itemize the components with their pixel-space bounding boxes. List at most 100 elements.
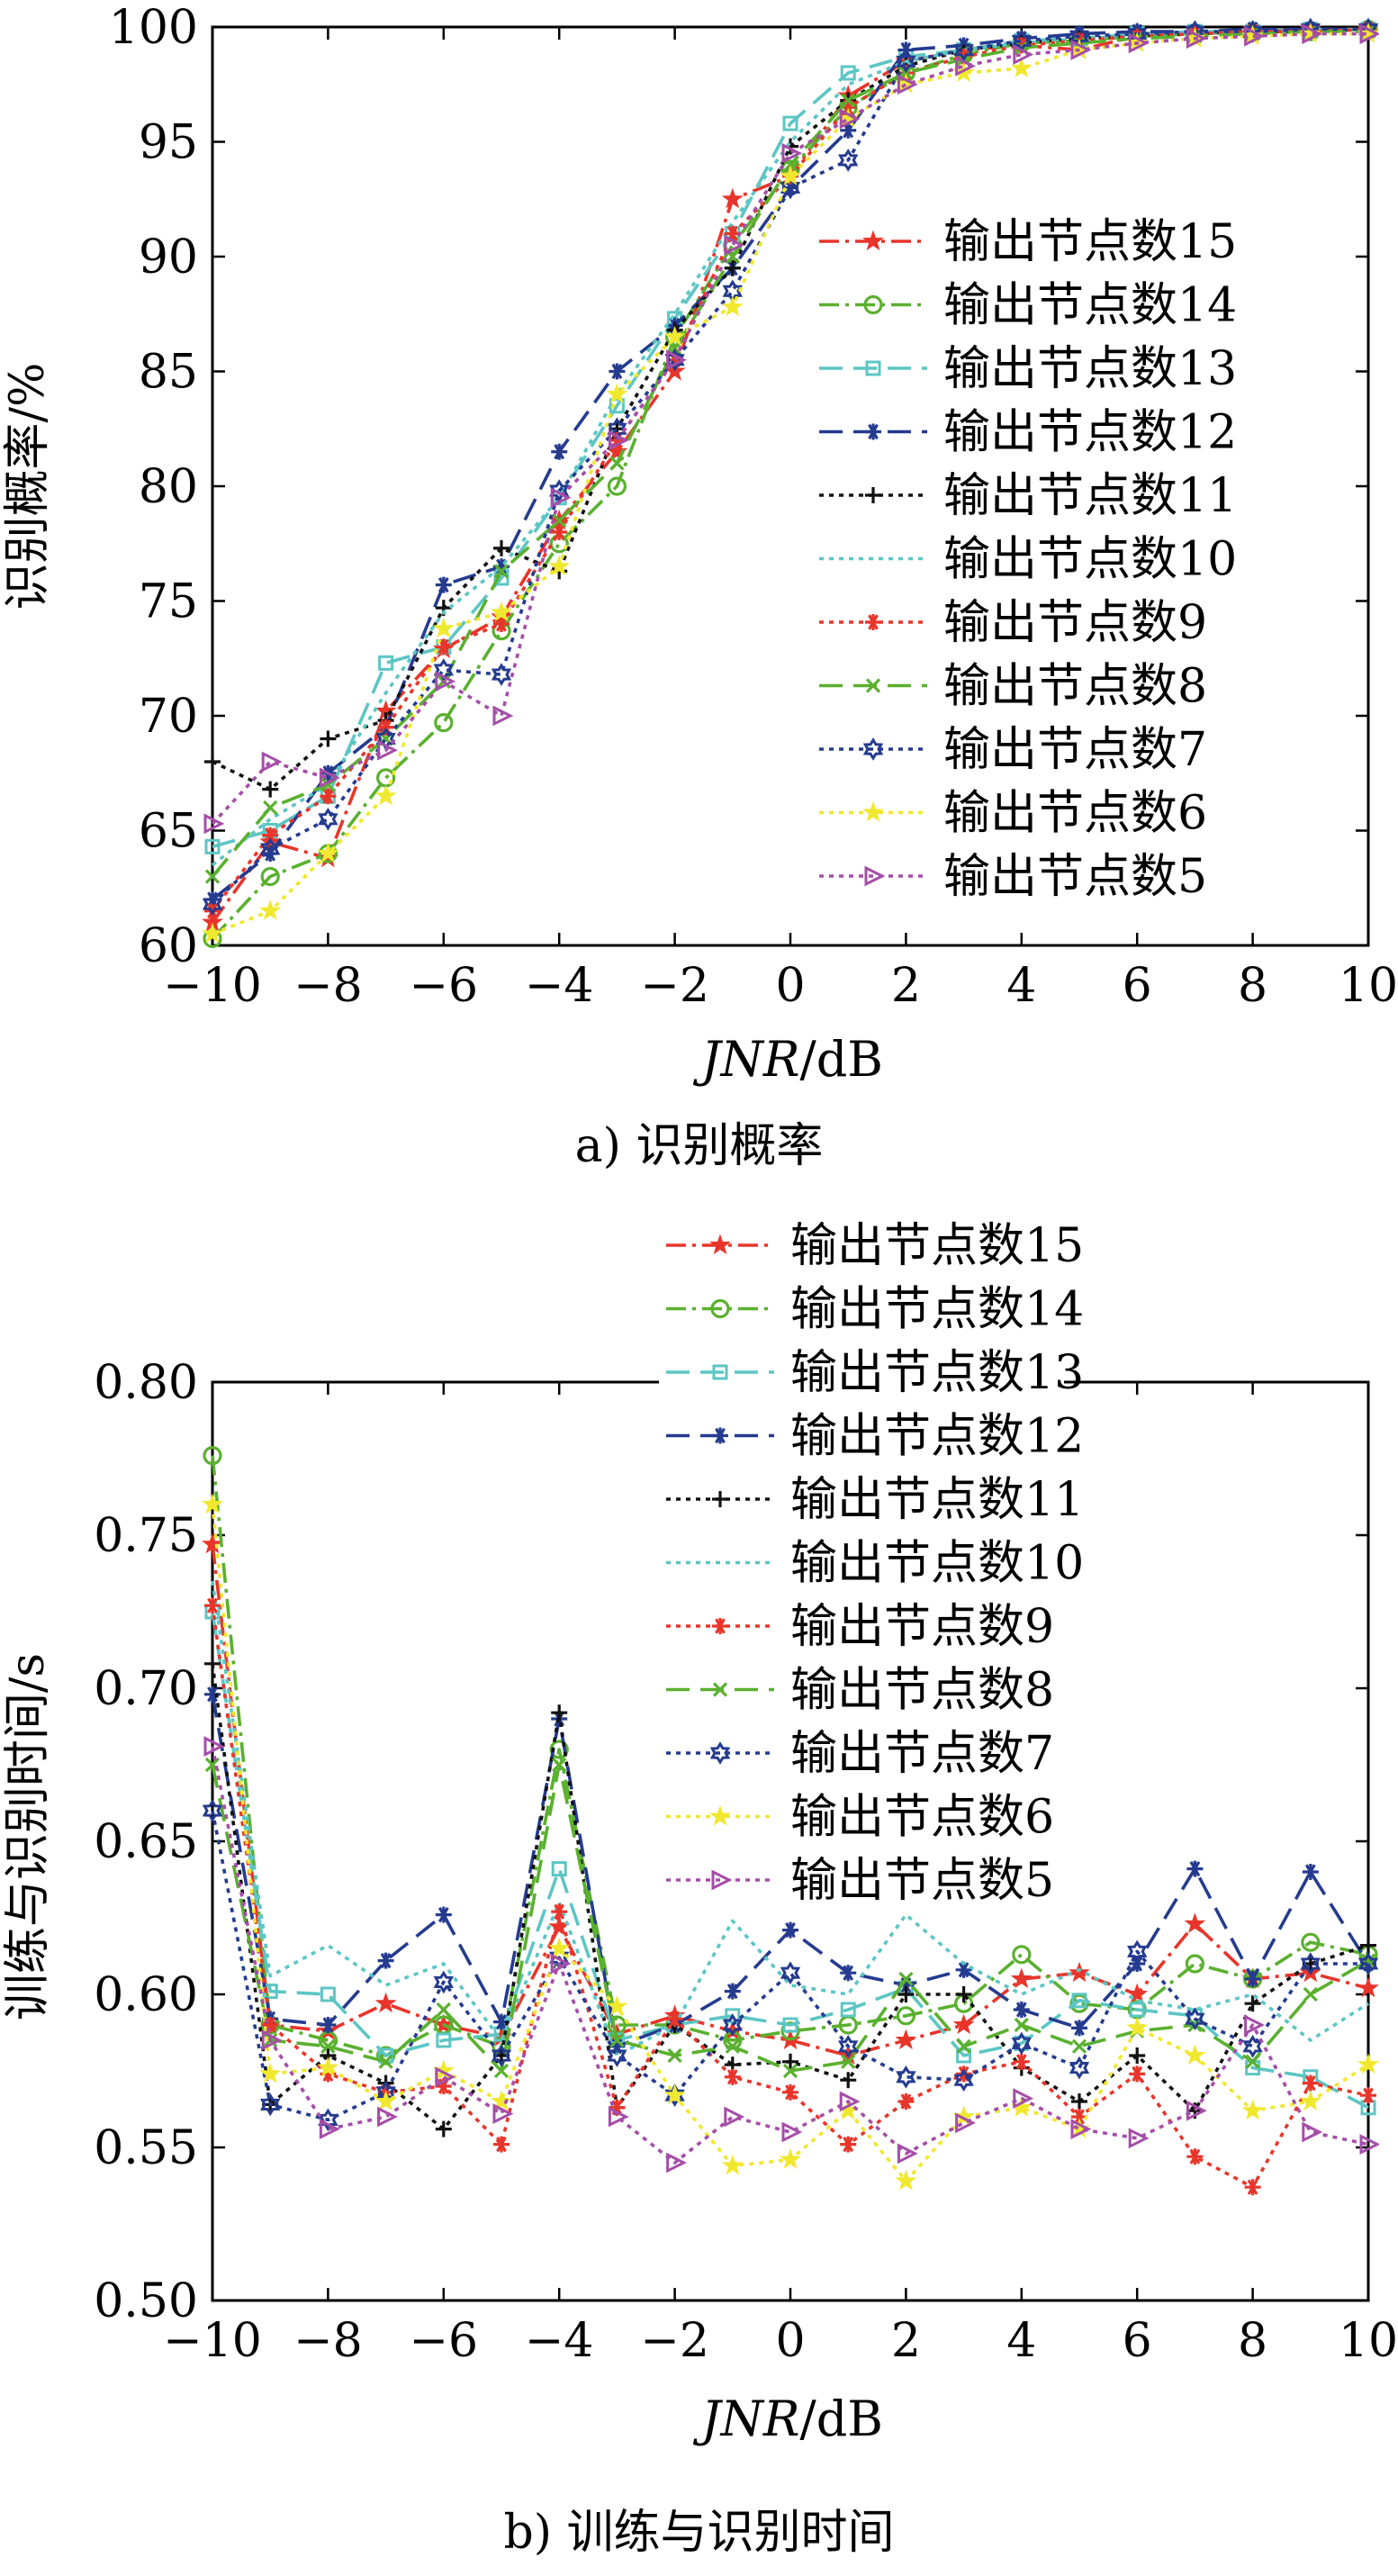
data-point [956,2038,971,2054]
data-point [608,429,629,451]
data-point [1245,2054,1260,2069]
data-point [202,1799,223,1822]
data-point [609,2032,625,2048]
legend-bg [812,656,1217,715]
legend-marker [863,294,883,315]
data-point [782,2053,798,2070]
data-point [1303,1986,1318,2002]
data-point [319,767,340,789]
data-point [491,2044,512,2067]
legend-item: 输出节点数7 [659,1724,1064,1782]
legend-bg [659,1660,1064,1719]
legend-label: 输出节点数13 [943,342,1237,396]
data-point [436,2002,451,2018]
data-point [493,2136,510,2153]
data-point [1070,2119,1092,2140]
data-point [898,1971,914,1987]
data-point [663,2083,686,2105]
data-point [897,1986,915,2002]
legend-item: 输出节点数7 [812,720,1217,778]
data-point [725,2008,741,2024]
data-point [666,2011,683,2028]
data-point [318,807,338,831]
data-point [956,2047,972,2064]
x-tick-label: −8 [293,959,363,1013]
y-tick-label: 0.60 [94,1968,198,2022]
x-tick-label: −10 [163,2314,262,2368]
data-point [724,1983,741,2000]
series-10 [202,1493,1379,2191]
data-point [1013,2088,1034,2110]
data-point [374,784,397,806]
data-point [666,2152,687,2174]
data-point [725,2038,740,2054]
data-point [1071,2020,1087,2037]
data-point [433,1970,454,1994]
data-point [1299,2090,1321,2111]
y-tick-label: 0.55 [94,2121,198,2175]
x-tick-label: −6 [409,2314,478,2368]
caption-b: b) 训练与识别时间 [503,2506,895,2560]
legend-label: 输出节点数15 [943,215,1237,269]
series-line [211,1543,1369,2057]
data-point [435,576,452,593]
legend-marker [865,360,881,376]
legend-item: 输出节点数14 [659,1279,1084,1338]
legend-marker [712,1618,728,1634]
data-point [1184,2044,1206,2065]
y-tick-label: 60 [139,919,198,973]
legend-label: 输出节点数6 [943,787,1207,841]
data-point [664,2083,685,2108]
legend-label: 输出节点数5 [943,850,1207,904]
data-point [1014,2017,1029,2033]
data-point [1357,1976,1379,1998]
data-point [204,869,221,884]
data-point [1010,1967,1033,1989]
data-point [378,2054,393,2069]
data-point [1011,2031,1032,2056]
x-tick-label: 8 [1238,2314,1267,2368]
data-point [551,524,568,540]
data-point [259,899,282,920]
data-point [551,443,568,460]
y-tick-label: 0.80 [94,1356,198,1410]
data-point [1013,44,1034,66]
data-point [782,2063,798,2079]
data-point [262,1984,278,2000]
legend-item: 输出节点数15 [812,212,1237,270]
legend-marker [709,1804,731,1826]
legend-item: 输出节点数5 [812,847,1217,905]
data-point [203,1736,225,1758]
data-point [839,108,861,130]
data-point [377,739,398,761]
data-point [838,149,859,172]
data-point [493,2063,510,2079]
legend: 输出节点数15 输出节点数14 输出节点数13 输出节点数12 输出节点数11 输出节点数… [812,212,1237,905]
y-tick-label: 100 [109,1,198,55]
data-point [896,2006,916,2026]
legend-marker [712,1427,728,1444]
data-point [435,1906,452,1923]
legend-marker [865,487,881,503]
x-tick-label: 6 [1123,2314,1152,2368]
data-point [1126,2016,1149,2038]
data-point [549,1740,569,1759]
y-axis-label: 训练与识别时间/s [1,1653,55,2020]
data-point [897,2143,918,2165]
data-point [780,165,801,185]
legend-marker [709,1741,731,1765]
legend-item: 输出节点数10 [659,1533,1084,1592]
legend-marker [862,230,884,251]
data-point [1069,1961,1090,1983]
x-tick-label: −10 [163,959,262,1013]
legend-item: 输出节点数9 [659,1597,1064,1655]
series-line [211,1810,1368,2122]
y-tick-label: 0.65 [94,1815,198,1869]
data-point [1071,2093,1087,2110]
data-point [1302,1864,1319,1880]
data-point [259,2062,282,2083]
data-point [955,55,976,77]
data-point [609,363,626,380]
x-tick-label: 0 [775,959,805,1013]
data-point [952,2013,975,2035]
